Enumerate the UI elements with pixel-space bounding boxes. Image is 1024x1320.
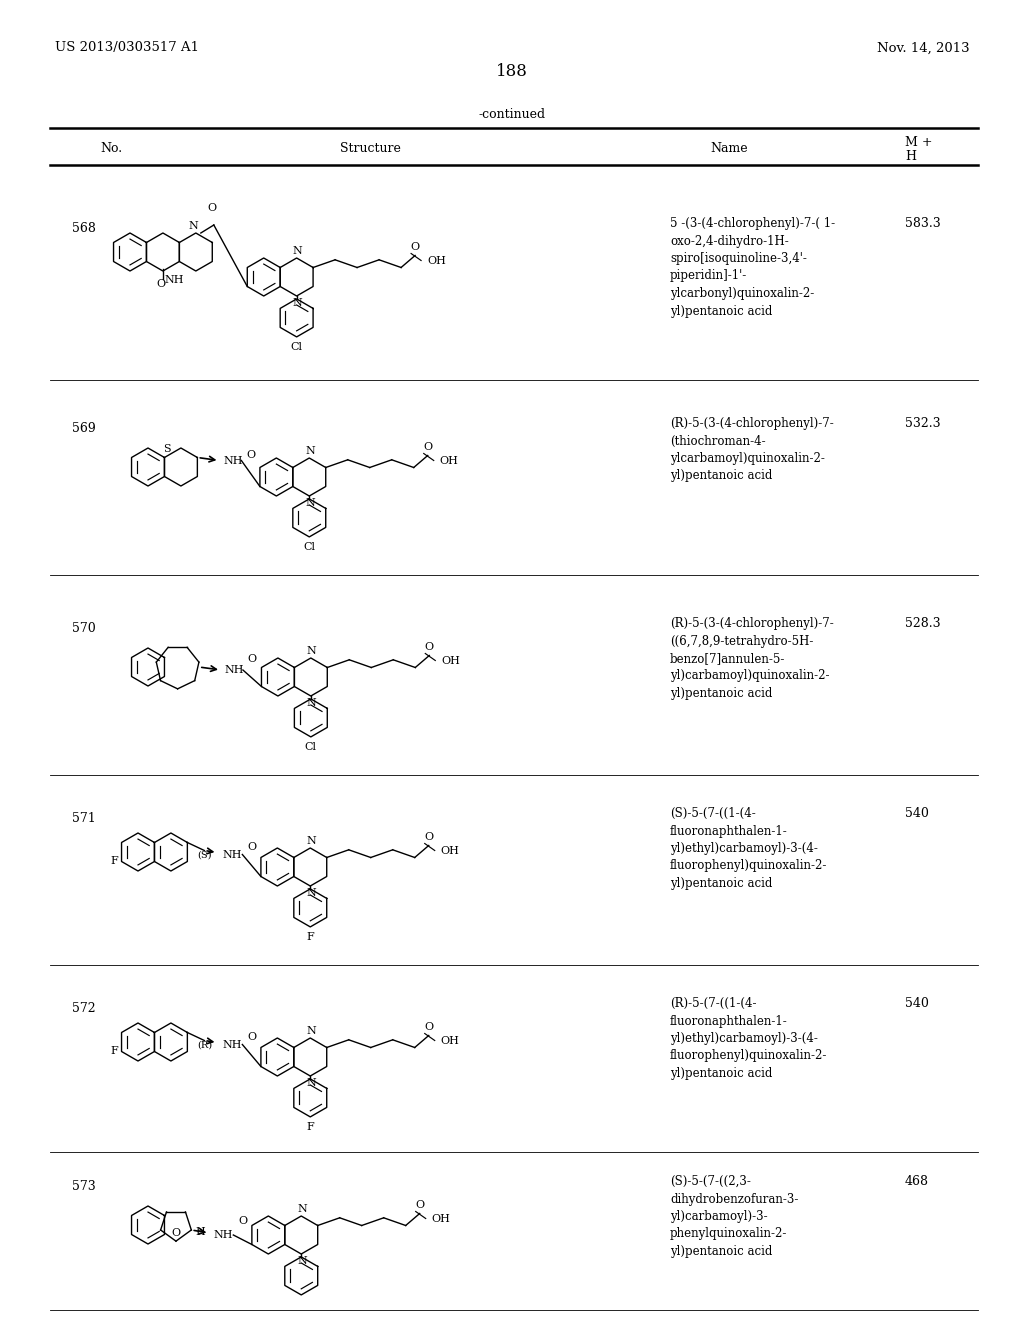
- Text: O: O: [157, 279, 166, 289]
- Text: NH: NH: [222, 1040, 242, 1049]
- Text: F: F: [306, 932, 314, 942]
- Text: 571: 571: [72, 812, 96, 825]
- Text: 583.3: 583.3: [905, 216, 941, 230]
- Text: O: O: [423, 441, 432, 451]
- Text: 468: 468: [905, 1175, 929, 1188]
- Text: Structure: Structure: [340, 141, 400, 154]
- Text: O: O: [424, 1022, 433, 1031]
- Text: Cl: Cl: [305, 742, 316, 752]
- Text: O: O: [238, 1216, 247, 1226]
- Text: NH: NH: [213, 1230, 232, 1239]
- Text: H: H: [196, 1228, 205, 1237]
- Text: Cl: Cl: [291, 342, 303, 352]
- Text: (R)-5-(3-(4-chlorophenyl)-7-
((6,7,8,9-tetrahydro-5H-
benzo[7]annulen-5-
yl)carb: (R)-5-(3-(4-chlorophenyl)-7- ((6,7,8,9-t…: [670, 616, 834, 700]
- Text: (S): (S): [197, 850, 212, 859]
- Text: O: O: [246, 450, 255, 459]
- Text: O: O: [415, 1200, 424, 1209]
- Text: F: F: [111, 857, 119, 866]
- Text: OH: OH: [432, 1213, 451, 1224]
- Text: O: O: [425, 642, 434, 652]
- Text: M +: M +: [905, 136, 933, 149]
- Text: NH: NH: [222, 850, 242, 859]
- Text: N: N: [189, 220, 199, 231]
- Text: F: F: [306, 1122, 314, 1133]
- Text: US 2013/0303517 A1: US 2013/0303517 A1: [55, 41, 199, 54]
- Text: (R)-5-(7-((1-(4-
fluoronaphthalen-1-
yl)ethyl)carbamoyl)-3-(4-
fluorophenyl)quin: (R)-5-(7-((1-(4- fluoronaphthalen-1- yl)…: [670, 997, 827, 1080]
- Text: OH: OH: [441, 656, 460, 665]
- Text: Name: Name: [710, 141, 748, 154]
- Text: 528.3: 528.3: [905, 616, 941, 630]
- Text: N: N: [305, 446, 315, 455]
- Text: N: N: [306, 1026, 316, 1036]
- Text: (S)-5-(7-((1-(4-
fluoronaphthalen-1-
yl)ethyl)carbamoyl)-3-(4-
fluorophenyl)quin: (S)-5-(7-((1-(4- fluoronaphthalen-1- yl)…: [670, 807, 827, 890]
- Text: OH: OH: [440, 1035, 460, 1045]
- Text: OH: OH: [440, 846, 460, 855]
- Text: O: O: [248, 655, 257, 664]
- Text: S: S: [163, 444, 170, 454]
- Text: N: N: [293, 246, 302, 256]
- Text: Nov. 14, 2013: Nov. 14, 2013: [878, 41, 970, 54]
- Text: N: N: [293, 298, 302, 308]
- Text: N: N: [306, 1078, 316, 1088]
- Text: (R)-5-(3-(4-chlorophenyl)-7-
(thiochroman-4-
ylcarbamoyl)quinoxalin-2-
yl)pentan: (R)-5-(3-(4-chlorophenyl)-7- (thiochroma…: [670, 417, 834, 483]
- Text: 569: 569: [72, 422, 96, 436]
- Text: 540: 540: [905, 807, 929, 820]
- Text: F: F: [111, 1047, 119, 1056]
- Text: (R): (R): [197, 1040, 212, 1049]
- Text: OH: OH: [427, 256, 446, 265]
- Text: N: N: [305, 498, 315, 508]
- Text: N: N: [307, 698, 316, 708]
- Text: O: O: [207, 203, 216, 213]
- Text: -continued: -continued: [478, 108, 546, 121]
- Text: N: N: [297, 1204, 307, 1214]
- Text: (S)-5-(7-((2,3-
dihydrobenzofuran-3-
yl)carbamoyl)-3-
phenylquinoxalin-2-
yl)pen: (S)-5-(7-((2,3- dihydrobenzofuran-3- yl)…: [670, 1175, 799, 1258]
- Text: N: N: [307, 645, 316, 656]
- Text: NH: NH: [223, 455, 243, 466]
- Text: OH: OH: [439, 455, 459, 466]
- Text: Cl: Cl: [303, 543, 315, 552]
- Text: N: N: [306, 888, 316, 898]
- Text: O: O: [247, 842, 256, 851]
- Text: 188: 188: [496, 63, 528, 81]
- Text: O: O: [247, 1031, 256, 1041]
- Text: No.: No.: [100, 141, 122, 154]
- Text: NH: NH: [165, 275, 184, 285]
- Text: O: O: [171, 1228, 180, 1238]
- Text: NH: NH: [225, 665, 245, 675]
- Text: 5 -(3-(4-chlorophenyl)-7-( 1-
oxo-2,4-dihydro-1H-
spiro[isoquinoline-3,4'-
piper: 5 -(3-(4-chlorophenyl)-7-( 1- oxo-2,4-di…: [670, 216, 836, 318]
- Text: 540: 540: [905, 997, 929, 1010]
- Text: N: N: [306, 836, 316, 846]
- Text: 573: 573: [72, 1180, 96, 1193]
- Text: O: O: [411, 242, 420, 252]
- Text: O: O: [424, 832, 433, 842]
- Text: 572: 572: [72, 1002, 95, 1015]
- Text: 570: 570: [72, 622, 96, 635]
- Text: 568: 568: [72, 222, 96, 235]
- Text: 532.3: 532.3: [905, 417, 941, 430]
- Text: N: N: [297, 1257, 307, 1266]
- Text: H: H: [905, 149, 916, 162]
